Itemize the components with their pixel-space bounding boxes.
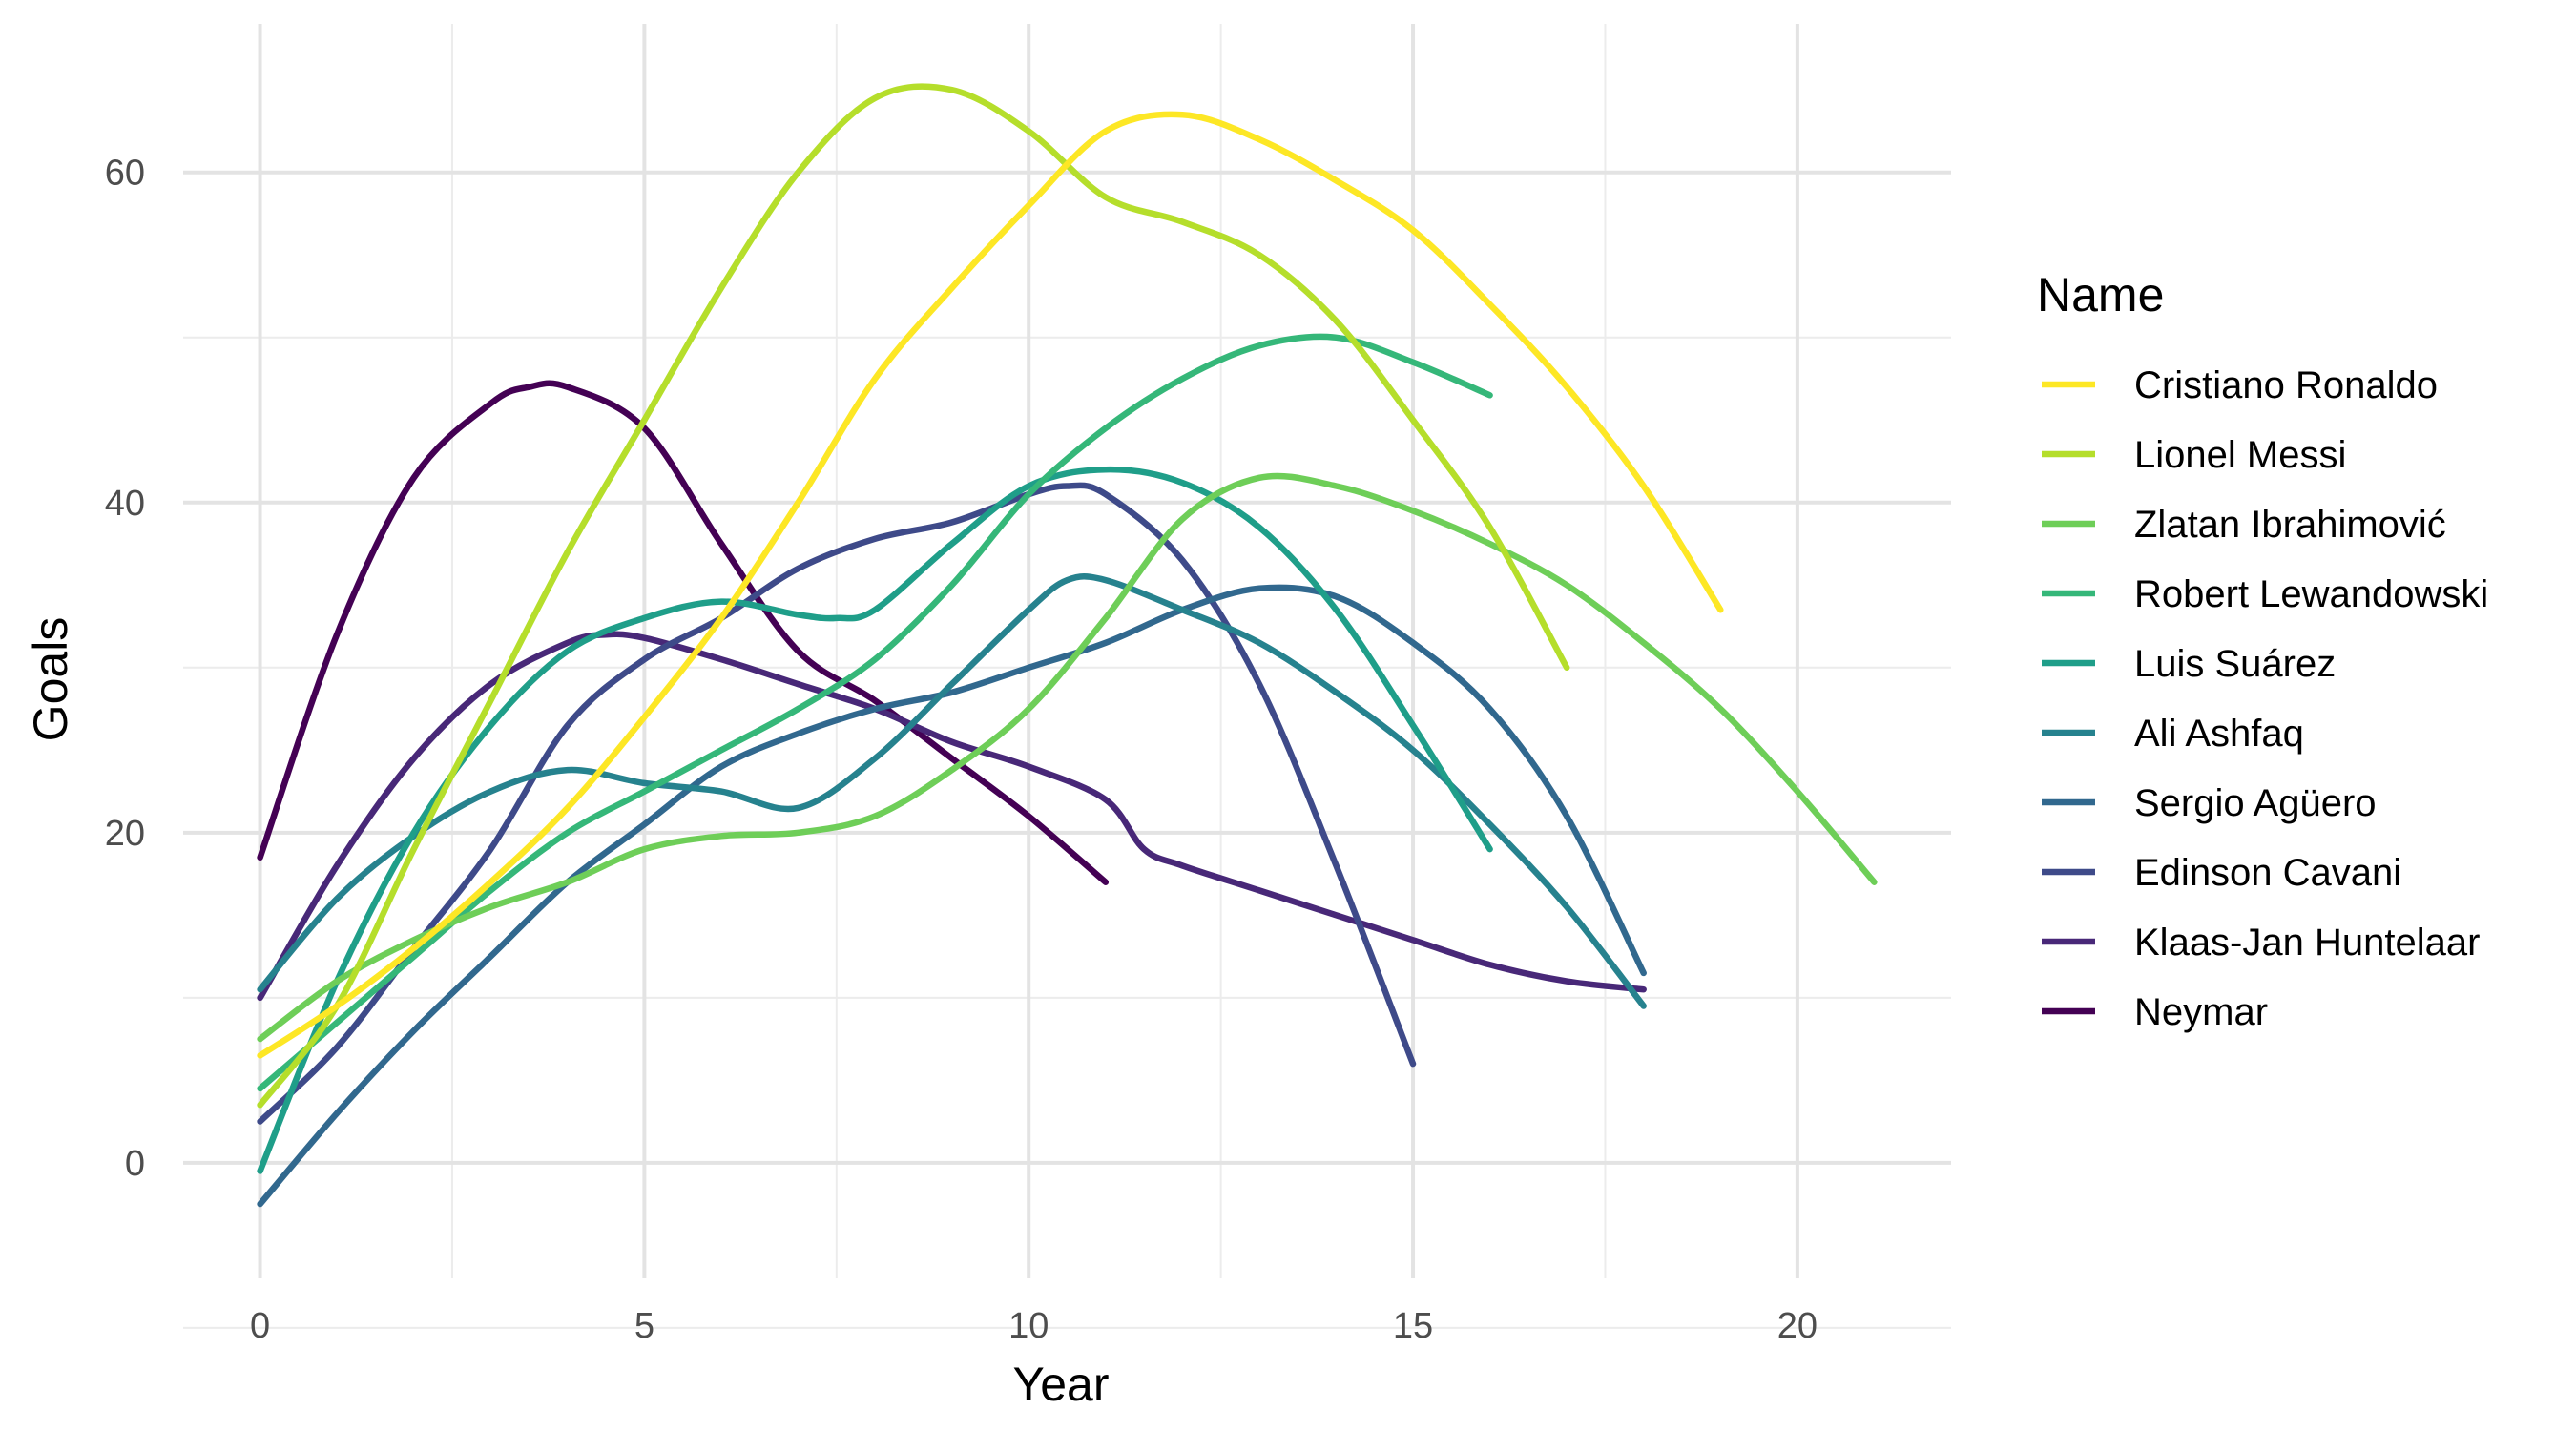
series-line-cristiano-ronaldo xyxy=(257,111,1724,1059)
y-tick-label: 60 xyxy=(105,154,145,194)
series-line-zlatan-ibrahimovic xyxy=(257,472,1878,1043)
x-axis-title: Year xyxy=(1012,1358,1109,1411)
x-tick-label: 0 xyxy=(250,1306,270,1346)
legend-item-neymar: Neymar xyxy=(2042,991,2268,1033)
series-line-sergio-aguero xyxy=(257,584,1647,1208)
y-axis-title: Goals xyxy=(24,617,77,742)
legend-item-edinson-cavani: Edinson Cavani xyxy=(2042,852,2401,894)
legend-item-luis-suarez: Luis Suárez xyxy=(2042,643,2336,685)
series-line-neymar xyxy=(257,380,1110,885)
legend-label: Cristiano Ronaldo xyxy=(2134,364,2438,406)
legend-item-cristiano-ronaldo: Cristiano Ronaldo xyxy=(2042,364,2438,406)
y-tick-label: 40 xyxy=(105,484,145,524)
legend-item-ali-ashfaq: Ali Ashfaq xyxy=(2042,713,2304,755)
series-line-luis-suarez xyxy=(257,466,1493,1174)
legend-label: Ali Ashfaq xyxy=(2134,713,2304,755)
x-tick-label: 15 xyxy=(1393,1306,1433,1346)
x-tick-label: 10 xyxy=(1008,1306,1049,1346)
x-axis-ticks: 0 5 10 15 20 xyxy=(250,1306,1818,1346)
legend-item-klaas-jan-huntelaar: Klaas-Jan Huntelaar xyxy=(2042,922,2480,964)
major-gridlines xyxy=(183,24,1951,1278)
legend-label: Robert Lewandowski xyxy=(2134,573,2488,615)
legend-item-lionel-messi: Lionel Messi xyxy=(2042,434,2346,476)
y-tick-label: 20 xyxy=(105,814,145,854)
legend-label: Sergio Agüero xyxy=(2134,782,2377,824)
x-tick-label: 5 xyxy=(634,1306,654,1346)
y-axis-ticks: 0 20 40 60 xyxy=(105,154,145,1184)
legend-item-zlatan-ibrahimovic: Zlatan Ibrahimović xyxy=(2042,504,2446,546)
series-lines xyxy=(257,83,1878,1208)
y-tick-label: 0 xyxy=(125,1144,145,1184)
x-tick-label: 20 xyxy=(1777,1306,1818,1346)
legend-label: Klaas-Jan Huntelaar xyxy=(2134,922,2480,964)
series-line-edinson-cavani xyxy=(257,482,1417,1125)
legend-label: Lionel Messi xyxy=(2134,434,2346,476)
series-line-ali-ashfaq xyxy=(257,572,1647,1009)
series-line-klaas-jan-huntelaar xyxy=(257,631,1647,1002)
legend-title: Name xyxy=(2037,268,2164,321)
legend-item-sergio-aguero: Sergio Agüero xyxy=(2042,782,2377,824)
legend-label: Zlatan Ibrahimović xyxy=(2134,504,2446,546)
legend-label: Luis Suárez xyxy=(2134,643,2336,685)
series-line-lionel-messi xyxy=(257,83,1570,1109)
legend-item-robert-lewandowski: Robert Lewandowski xyxy=(2042,573,2488,615)
legend: Name Cristiano Ronaldo Lionel Messi Zlatan… xyxy=(2037,268,2488,1033)
legend-label: Edinson Cavani xyxy=(2134,852,2401,894)
legend-label: Neymar xyxy=(2134,991,2268,1033)
